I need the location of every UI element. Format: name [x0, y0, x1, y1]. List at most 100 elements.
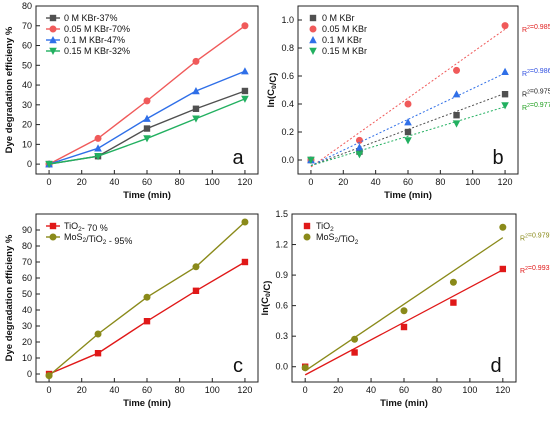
- x-axis-label: Time (min): [123, 190, 171, 201]
- x-tick-label: 0: [308, 177, 313, 187]
- y-tick-label: 0.8: [281, 43, 294, 53]
- data-point: [192, 105, 200, 112]
- data-point: [45, 160, 53, 169]
- fit-line: [310, 106, 506, 167]
- data-point: [241, 22, 249, 30]
- x-tick-label: 80: [175, 177, 185, 187]
- panel-letter: d: [490, 355, 501, 377]
- data-point: [94, 134, 102, 142]
- x-tick-label: 120: [495, 385, 510, 395]
- legend-label: MoS2/TiO2 - 95%: [64, 232, 132, 246]
- series-1: R2=0.9797 MoS2/TiO2: [301, 223, 550, 372]
- data-point: [94, 350, 102, 357]
- data-point: [94, 330, 102, 338]
- x-tick-label: 0: [303, 385, 308, 395]
- y-tick-label: 70: [22, 257, 32, 267]
- x-tick-label: 60: [399, 385, 409, 395]
- y-tick-label: 1.2: [275, 240, 288, 250]
- x-tick-label: 0: [47, 385, 52, 395]
- y-tick-label: 0: [27, 159, 32, 169]
- data-point: [400, 307, 408, 315]
- x-tick-label: 80: [432, 385, 442, 395]
- data-point: [307, 156, 315, 164]
- x-tick-label: 80: [435, 177, 445, 187]
- x-tick-label: 100: [462, 385, 477, 395]
- x-tick-label: 80: [175, 385, 185, 395]
- series-1: MoS2/TiO2 - 95%: [45, 218, 249, 380]
- data-point: [501, 102, 509, 110]
- y-tick-label: 50: [22, 289, 32, 299]
- x-tick-label: 40: [109, 177, 119, 187]
- y-tick-label: 40: [22, 80, 32, 90]
- panel-a: 0 20 40 60 80 100 120 0 10 20 30 40 50 60 70 80 Time (mi…: [4, 1, 259, 201]
- x-tick-label: 120: [237, 177, 252, 187]
- data-point: [501, 91, 509, 98]
- series-3: R2=0.977 0.15 M KBr: [307, 46, 550, 167]
- data-point: [450, 299, 457, 306]
- data-point: [241, 95, 249, 103]
- data-point: [143, 114, 151, 122]
- data-point: [404, 118, 412, 126]
- x-tick-label: 100: [205, 385, 220, 395]
- x-axis-label: Time (min): [384, 190, 432, 201]
- y-tick-label: 30: [22, 321, 32, 331]
- r2-label: R2=0.9797: [520, 233, 550, 243]
- x-tick-label: 100: [465, 177, 480, 187]
- legend-marker: [309, 36, 317, 44]
- y-tick-label: 60: [22, 273, 32, 283]
- data-point: [404, 128, 412, 136]
- x-tick-label: 60: [142, 385, 152, 395]
- data-point: [143, 135, 151, 143]
- y-axis-label: Dye degradation efficieny %: [4, 26, 15, 153]
- y-tick-label: 60: [22, 41, 32, 51]
- fit-line: [310, 92, 506, 167]
- r2-label: R2=0.985: [522, 24, 550, 34]
- data-point: [449, 278, 457, 286]
- y-tick-label: 80: [22, 241, 32, 251]
- data-point: [241, 218, 249, 226]
- panel-b: 0 20 40 60 80 100 120 0.0 0.2 0.4 0.6 0.8 1.0 Time (m…: [266, 5, 550, 201]
- data-point: [404, 137, 412, 145]
- data-point: [351, 335, 359, 343]
- legend-label: 0.05 M KBr-70%: [64, 24, 130, 34]
- legend-marker: [303, 222, 311, 230]
- y-tick-label: 0.9: [275, 270, 288, 280]
- series-3: 0.15 M KBr-32%: [45, 46, 249, 169]
- legend-marker: [49, 25, 57, 33]
- data-point: [452, 120, 461, 128]
- y-tick-label: 30: [22, 100, 32, 110]
- data-point: [404, 100, 412, 108]
- r2-label: R2=0.9937: [520, 265, 550, 275]
- y-tick-label: 0.2: [281, 127, 294, 137]
- y-tick-label: 0: [27, 369, 32, 379]
- data-point: [499, 265, 507, 273]
- y-tick-label: 1.5: [275, 209, 288, 219]
- y-axis-label: ln(C0/C): [266, 73, 279, 108]
- x-tick-label: 20: [77, 177, 87, 187]
- legend-label: 0 M KBr: [322, 13, 355, 23]
- series-0: R2=0.9937 TiO2: [301, 221, 550, 376]
- legend-label: MoS2/TiO2: [316, 232, 359, 246]
- data-point: [94, 153, 102, 161]
- r2-label: R2=0.977: [522, 102, 550, 112]
- r2-label: R2=0.986: [522, 68, 550, 78]
- y-tick-label: 80: [22, 1, 32, 11]
- data-point: [355, 136, 363, 144]
- y-axis-label-group: Dye degradation efficieny %: [4, 234, 15, 361]
- legend-label: 0.1 M KBr: [322, 35, 362, 45]
- legend-label: 0.15 M KBr-32%: [64, 46, 130, 56]
- data-point: [400, 323, 408, 331]
- data-point: [351, 349, 358, 356]
- x-tick-label: 40: [371, 177, 381, 187]
- data-point: [192, 57, 200, 65]
- legend-marker: [49, 222, 57, 230]
- y-axis-label-group: Dye degradation efficieny %: [4, 26, 15, 153]
- data-point: [499, 223, 507, 231]
- series-2: R2=0.986 0.1 M KBr: [307, 35, 550, 167]
- legend-marker: [309, 14, 317, 22]
- data-point: [143, 318, 151, 325]
- y-tick-label: 0.0: [275, 362, 288, 372]
- data-point: [241, 67, 249, 75]
- x-tick-label: 120: [237, 385, 252, 395]
- x-tick-label: 20: [338, 177, 348, 187]
